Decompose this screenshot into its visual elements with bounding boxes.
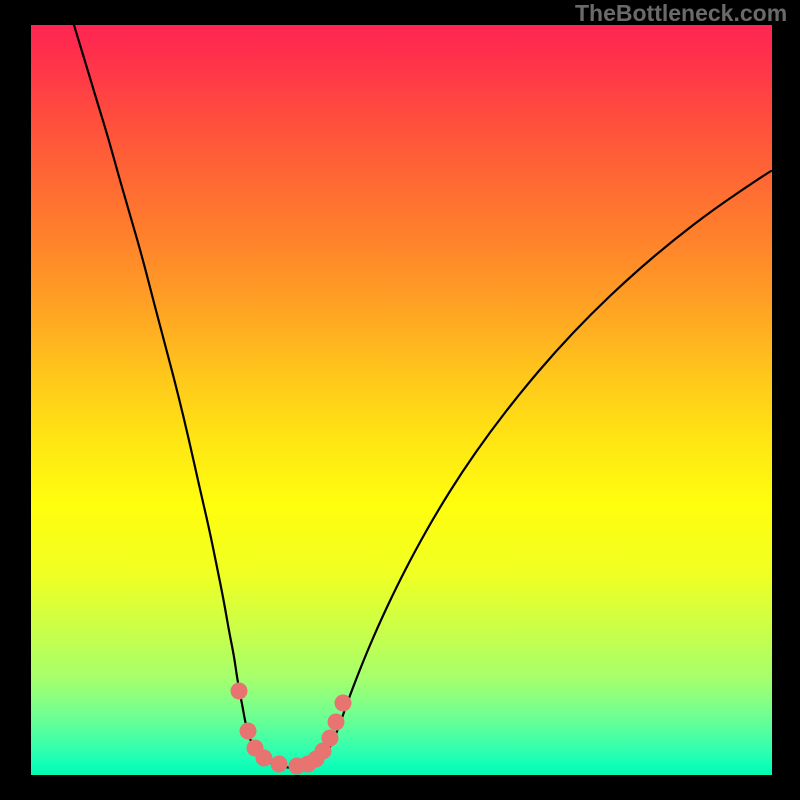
marker-dot (328, 714, 345, 731)
watermark-label: TheBottleneck.com (575, 0, 787, 27)
marker-dot (335, 695, 352, 712)
gradient-background (31, 25, 772, 775)
plot-area (31, 25, 772, 775)
chart-frame: TheBottleneck.com (0, 0, 800, 800)
marker-dot (256, 750, 273, 767)
marker-dot (322, 730, 339, 747)
marker-dot (231, 683, 248, 700)
marker-dot (240, 723, 257, 740)
marker-dot (271, 756, 288, 773)
plot-svg (31, 25, 772, 775)
